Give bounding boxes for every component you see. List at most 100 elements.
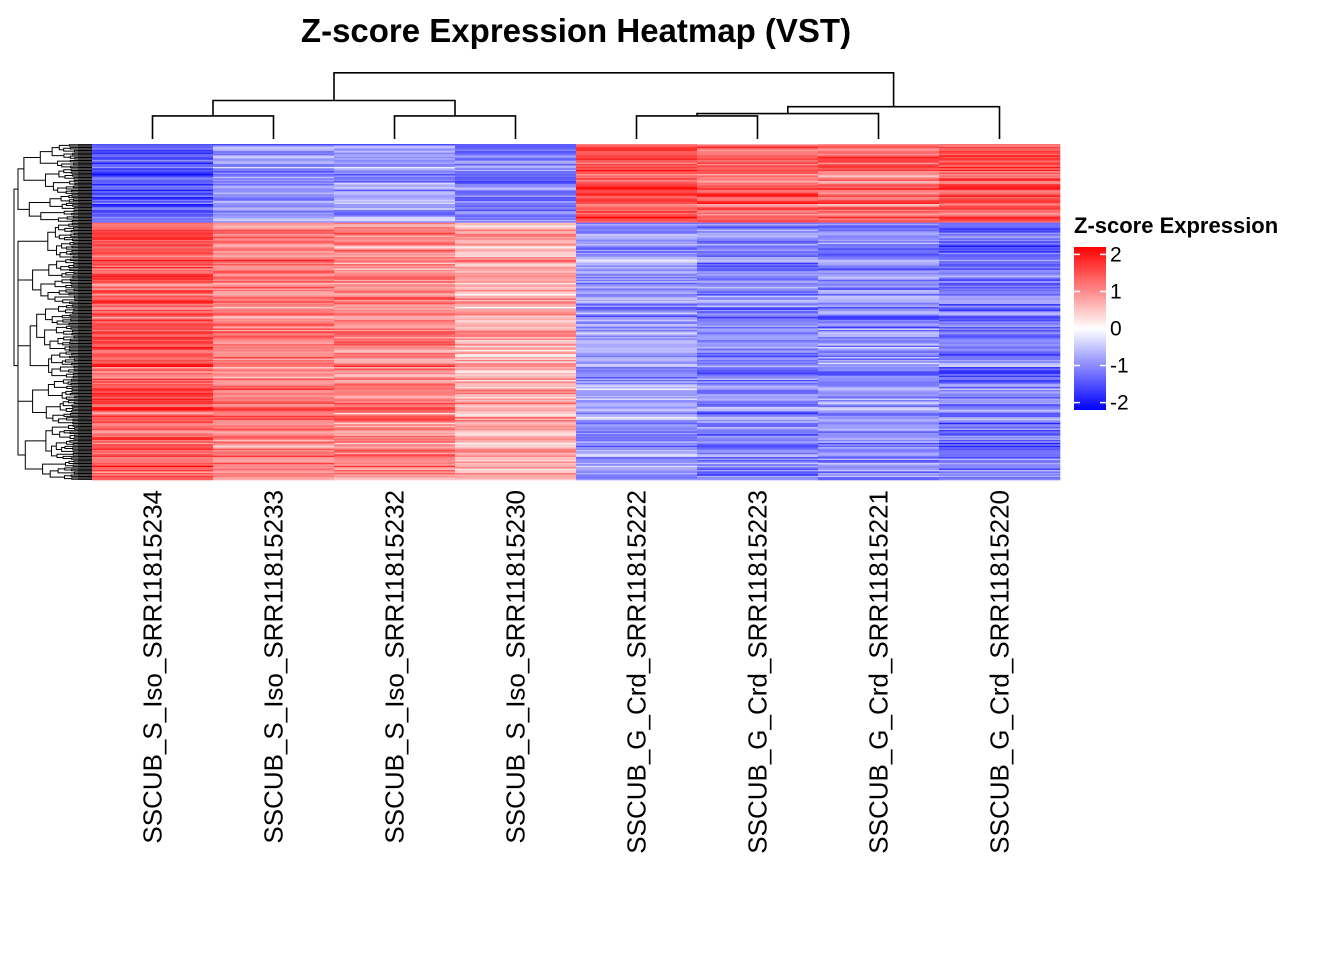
heatmap-cell [818, 354, 940, 356]
heatmap-cell [818, 375, 940, 378]
heatmap-cell [818, 151, 940, 153]
heatmap-cell [576, 437, 698, 439]
heatmap-cell [697, 371, 819, 374]
heatmap-cell [818, 184, 940, 186]
heatmap-cell [213, 399, 335, 402]
heatmap-cell [92, 229, 214, 232]
row-dendrogram-branch [72, 450, 78, 453]
heatmap-cell [213, 465, 335, 468]
heatmap-cell [92, 338, 214, 341]
heatmap-cell [92, 382, 214, 385]
heatmap-cell [213, 215, 335, 218]
heatmap-cell [92, 144, 214, 146]
heatmap-cell [455, 286, 577, 289]
heatmap-cell [334, 304, 456, 306]
heatmap-cell [92, 392, 214, 395]
heatmap-cell [92, 419, 214, 422]
heatmap-cell [576, 358, 698, 361]
heatmap-cell [576, 371, 698, 374]
heatmap-cell [576, 397, 698, 399]
heatmap-cell [697, 352, 819, 355]
heatmap-cell [939, 447, 1061, 449]
heatmap-cell [334, 148, 456, 151]
heatmap-cell [213, 182, 335, 185]
heatmap-cell [455, 304, 577, 306]
heatmap-cell [213, 178, 335, 181]
heatmap-cell [939, 421, 1061, 424]
row-dendrogram-branch [70, 413, 78, 416]
heatmap-cell [455, 272, 577, 275]
heatmap-cell [697, 364, 819, 366]
heatmap-cell [576, 317, 698, 319]
heatmap-cell [92, 146, 214, 149]
heatmap-cell [213, 455, 335, 458]
heatmap-cell [213, 341, 335, 344]
heatmap-cell [939, 182, 1061, 185]
heatmap-cell [334, 298, 456, 301]
heatmap-cell [818, 255, 940, 258]
heatmap-cell [939, 407, 1061, 409]
heatmap-cell [818, 206, 940, 209]
heatmap-cell [334, 444, 456, 446]
heatmap-cell [455, 384, 577, 386]
heatmap-cell [455, 308, 577, 311]
heatmap-cell [939, 322, 1061, 325]
heatmap-cell [213, 425, 335, 428]
heatmap-cell [939, 311, 1061, 314]
heatmap-cell [818, 449, 940, 452]
heatmap-cell [92, 239, 214, 242]
heatmap-cell [576, 418, 698, 421]
heatmap-cell [818, 427, 940, 429]
heatmap-cell [213, 321, 335, 324]
heatmap-cell [818, 309, 940, 312]
heatmap-cell [939, 435, 1061, 438]
heatmap-cell [334, 262, 456, 265]
heatmap-cell [939, 365, 1061, 368]
heatmap-cell [334, 475, 456, 478]
heatmap-cell [818, 254, 940, 256]
heatmap-cell [213, 151, 335, 153]
heatmap-cell [697, 192, 819, 195]
heatmap-cell [455, 225, 577, 228]
heatmap-cell [92, 302, 214, 305]
heatmap-cell [697, 441, 819, 444]
heatmap-cell [92, 348, 214, 351]
heatmap-cell [334, 219, 456, 222]
heatmap-cell [213, 451, 335, 454]
heatmap-cell [334, 184, 456, 186]
heatmap-cell [697, 421, 819, 424]
heatmap-cell [818, 229, 940, 232]
heatmap-cell [334, 225, 456, 228]
heatmap-cell [818, 218, 940, 221]
row-dendrogram-branch [69, 314, 78, 317]
heatmap-cell [939, 352, 1061, 355]
heatmap-cell [455, 151, 577, 153]
heatmap-cell [92, 211, 214, 213]
heatmap-cell [334, 274, 456, 276]
heatmap-cell [455, 459, 577, 462]
heatmap-cell [213, 274, 335, 276]
heatmap-cell [697, 211, 819, 213]
heatmap-cell [818, 357, 940, 359]
heatmap-cell [213, 245, 335, 248]
row-dendrogram [13, 144, 78, 480]
heatmap-cell [939, 256, 1061, 259]
heatmap-cell [576, 447, 698, 449]
heatmap-cell [576, 241, 698, 243]
heatmap-cell [576, 225, 698, 228]
heatmap-cell [334, 388, 456, 391]
heatmap-cell [818, 422, 940, 425]
heatmap-cell [334, 442, 456, 445]
heatmap-cell [455, 387, 577, 389]
heatmap-cell [213, 388, 335, 391]
heatmap-cell [818, 291, 940, 293]
heatmap-cell [818, 472, 940, 475]
heatmap-cell [818, 208, 940, 211]
heatmap-cell [939, 307, 1061, 309]
heatmap-cell [697, 428, 819, 431]
heatmap-cell [697, 442, 819, 445]
heatmap-cell [455, 251, 577, 253]
heatmap-cell [455, 189, 577, 192]
heatmap-cell [92, 268, 214, 271]
row-dendrogram-branch [72, 447, 78, 450]
